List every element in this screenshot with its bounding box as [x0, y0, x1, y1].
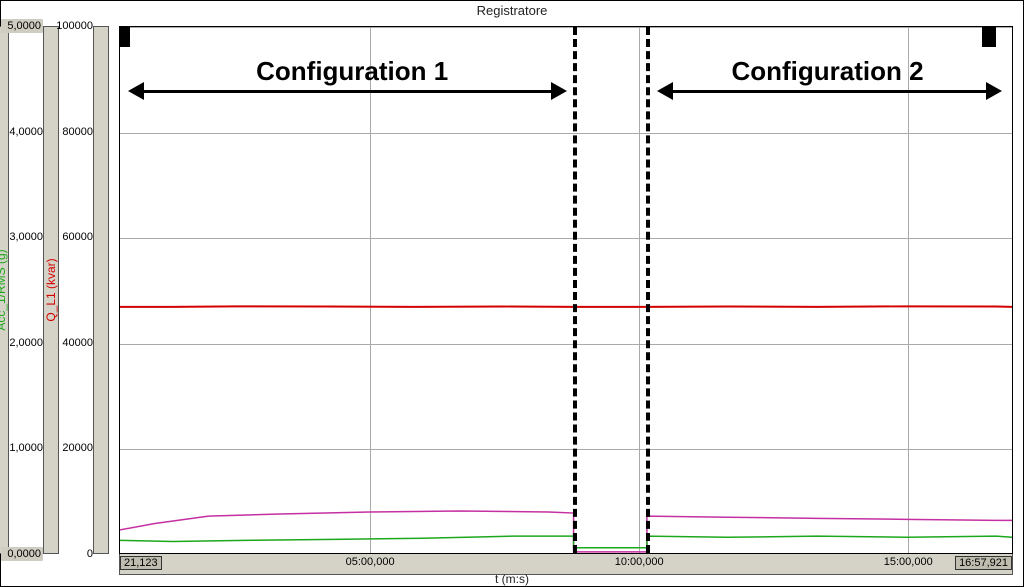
chart-frame: Registratore 0,0000 1,0000 2,0000 3,0000 4,0… — [0, 0, 1024, 587]
y-tick: 80000 — [55, 126, 93, 138]
y-axis-bar[interactable] — [93, 26, 109, 554]
y-tick: 5,0000 — [1, 19, 43, 33]
arrow-head-left — [657, 82, 673, 100]
chart-title: Registratore — [1, 3, 1023, 18]
x-tick: 15:00,000 — [884, 556, 933, 568]
y-tick: 0 — [55, 548, 93, 560]
arrow-head-left — [128, 82, 144, 100]
y-tick: 40000 — [55, 337, 93, 349]
y-tick: 20000 — [55, 442, 93, 454]
annotation-arrow — [667, 90, 992, 93]
y-tick: 60000 — [55, 231, 93, 243]
y-tick: 4,0000 — [5, 126, 43, 138]
y-axis-label: Acc_1/RMS (g) — [0, 249, 8, 330]
series-canvas — [120, 27, 1012, 553]
y-tick: 2,0000 — [5, 337, 43, 349]
annotation-arrow — [138, 90, 557, 93]
range-marker-0[interactable] — [119, 27, 130, 47]
y-tick: 3,0000 — [5, 231, 43, 243]
x-tick: 10:00,000 — [615, 556, 664, 568]
arrow-head-right — [986, 82, 1002, 100]
annotation-label: Configuration 1 — [256, 56, 448, 87]
x-tick: 21,123 — [120, 556, 162, 570]
annotation-label: Configuration 2 — [731, 56, 923, 87]
range-marker-1[interactable] — [982, 27, 996, 47]
y-tick: 100000 — [55, 20, 93, 32]
plot-area: Configuration 1 Configuration 2 — [119, 26, 1013, 554]
y-axis-2: 020000400006000080000100000Q_L1 (kvar) — [59, 26, 109, 554]
x-axis-label: t (m:s) — [1, 572, 1023, 586]
y-axis-label: Q_L1 (kvar) — [44, 258, 58, 321]
x-tick: 05:00,000 — [346, 556, 395, 568]
series-Acc_1_RMS — [120, 536, 1012, 548]
x-tick: 16:57,921 — [955, 556, 1012, 570]
series-Acc_2_RMS_ok — [120, 511, 1012, 552]
y-tick: 0,0000 — [1, 547, 43, 561]
arrow-head-right — [551, 82, 567, 100]
y-tick: 1,0000 — [5, 442, 43, 454]
